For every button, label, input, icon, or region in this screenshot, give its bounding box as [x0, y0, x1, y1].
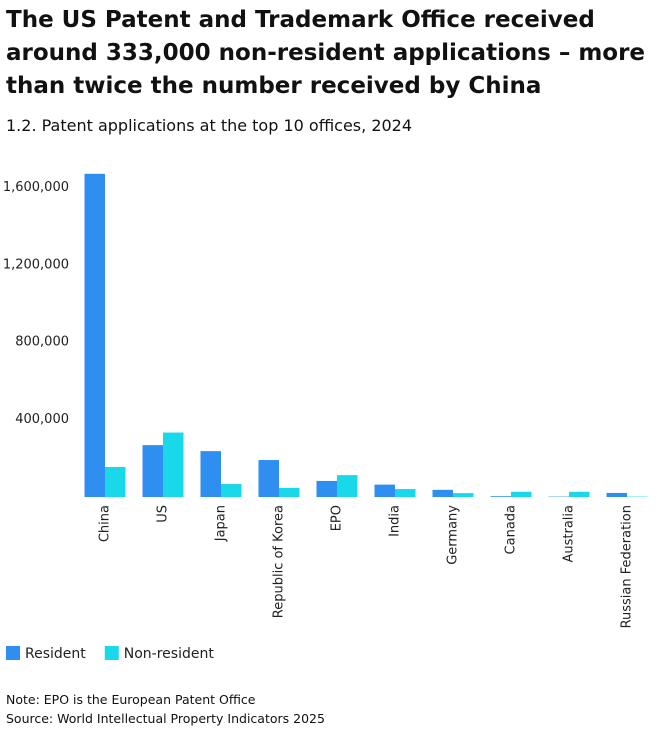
y-tick-label: 800,000 — [15, 335, 69, 350]
legend-swatch — [6, 646, 20, 660]
legend-swatch — [104, 646, 119, 660]
bar — [490, 496, 511, 497]
note: Note: EPO is the European Patent Office — [6, 692, 256, 707]
bar — [221, 484, 242, 497]
bar — [258, 460, 279, 497]
y-tick-label: 400,000 — [15, 412, 69, 427]
x-tick-label: Japan — [214, 505, 229, 542]
bar — [337, 475, 358, 497]
bar — [569, 491, 590, 497]
legend-label: Resident — [25, 646, 86, 662]
bar — [316, 480, 337, 497]
x-tick-label: Republic of Korea — [272, 505, 287, 618]
bar — [142, 445, 163, 497]
legend-label: Non-resident — [124, 646, 215, 662]
y-tick-label: 1,600,000 — [3, 180, 69, 195]
bar — [606, 492, 627, 497]
bar — [84, 173, 105, 497]
bar — [200, 451, 221, 497]
bar — [395, 489, 416, 497]
bar — [511, 491, 532, 497]
bar — [374, 484, 395, 497]
x-tick-label: Australia — [562, 505, 577, 563]
bar — [279, 487, 300, 497]
bar — [163, 432, 184, 497]
chart-title: The US Patent and Trademark Office recei… — [6, 7, 646, 99]
x-tick-label: US — [156, 505, 171, 523]
x-tick-label: Germany — [446, 505, 461, 565]
chart-subtitle: 1.2. Patent applications at the top 10 o… — [6, 116, 413, 135]
x-tick-label: China — [98, 505, 113, 542]
bar — [453, 493, 474, 497]
bar — [105, 467, 126, 497]
source: Source: World Intellectual Property Indi… — [6, 711, 325, 726]
x-tick-label: India — [388, 505, 403, 537]
bar — [432, 489, 453, 497]
x-tick-label: Canada — [504, 505, 519, 554]
x-tick-label: Russian Federation — [620, 505, 635, 628]
x-tick-label: EPO — [330, 505, 345, 531]
y-tick-label: 1,200,000 — [3, 257, 69, 272]
